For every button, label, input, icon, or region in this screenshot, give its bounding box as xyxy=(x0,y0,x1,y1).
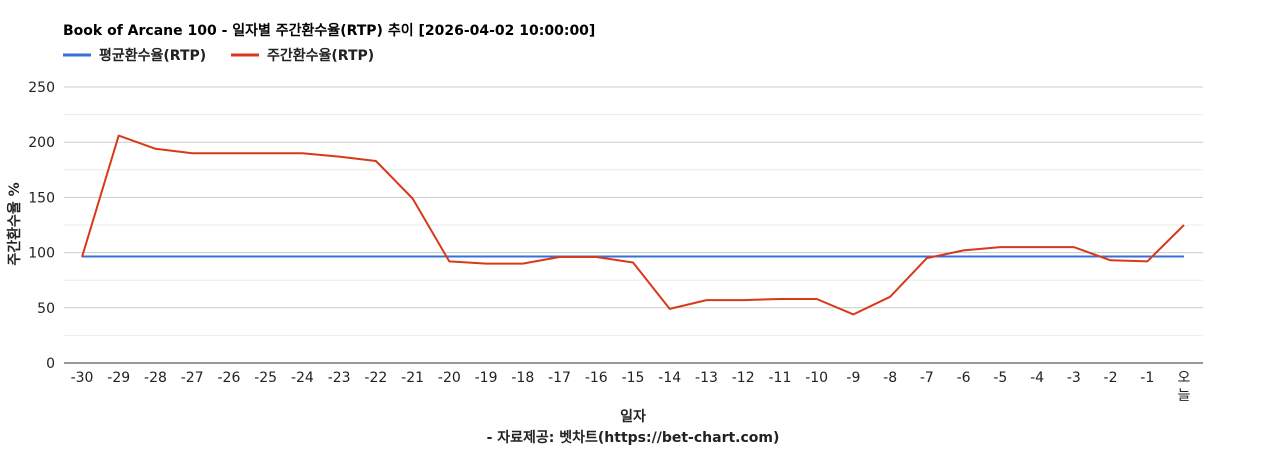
x-tick-label: -5 xyxy=(993,370,1007,386)
x-tick-label: -30 xyxy=(71,370,94,386)
x-tick-label: -23 xyxy=(328,370,351,386)
x-tick-label: -9 xyxy=(846,370,860,386)
x-tick-label: -8 xyxy=(883,370,897,386)
x-tick-label: -7 xyxy=(920,370,934,386)
series-lines xyxy=(81,134,1185,316)
x-tick-label: -15 xyxy=(622,370,645,386)
x-tick-label: -2 xyxy=(1104,370,1118,386)
x-tick-label: -6 xyxy=(957,370,971,386)
x-tick-label: -27 xyxy=(181,370,204,386)
x-tick-label: -19 xyxy=(475,370,498,386)
legend: 평균환수율(RTP) 주간환수율(RTP) xyxy=(63,47,374,64)
gridlines xyxy=(64,86,1203,364)
y-axis-label: 주간환수율 % xyxy=(6,182,23,265)
source-note: - 자료제공: 벳차트(https://bet-chart.com) xyxy=(487,429,780,446)
y-tick-label: 200 xyxy=(28,135,55,151)
x-tick-label: -16 xyxy=(585,370,608,386)
x-tick-label: -14 xyxy=(658,370,681,386)
x-tick-label: -18 xyxy=(511,370,534,386)
x-tick-label: -3 xyxy=(1067,370,1081,386)
x-tick-label: -24 xyxy=(291,370,314,386)
x-tick-label: -13 xyxy=(695,370,718,386)
chart-title: Book of Arcane 100 - 일자별 주간환수율(RTP) 추이 [… xyxy=(63,22,595,39)
series-line xyxy=(81,134,1185,316)
x-tick-label: -12 xyxy=(732,370,755,386)
x-tick-label: -22 xyxy=(364,370,387,386)
x-tick-label: -17 xyxy=(548,370,571,386)
x-tick-label: -11 xyxy=(768,370,791,386)
y-tick-label: 150 xyxy=(28,190,55,206)
series-weekly-rtp xyxy=(81,134,1185,316)
x-tick-label: -26 xyxy=(217,370,240,386)
x-tick-label: -21 xyxy=(401,370,424,386)
x-tick-label: -4 xyxy=(1030,370,1044,386)
x-tick-label: -10 xyxy=(805,370,828,386)
legend-label: 평균환수율(RTP) xyxy=(99,47,206,64)
y-tick-label: 100 xyxy=(28,246,55,262)
legend-label: 주간환수율(RTP) xyxy=(267,47,374,64)
y-tick-label: 250 xyxy=(28,80,55,96)
x-tick-label: -25 xyxy=(254,370,277,386)
x-axis-ticks: -30 -29 -28 -27 -26 -25 -24 -23 -22 -21 -20 -19 -18-… xyxy=(71,370,1191,404)
y-axis-ticks: 0 50 100 150 200 250 xyxy=(28,80,55,372)
x-tick-label: -1 xyxy=(1140,370,1154,386)
y-tick-label: 50 xyxy=(37,301,55,317)
x-tick-label: -20 xyxy=(438,370,461,386)
y-tick-label: 0 xyxy=(46,356,55,372)
x-axis-label: 일자 xyxy=(620,409,646,425)
x-tick-label: -29 xyxy=(107,370,130,386)
x-tick-label: -28 xyxy=(144,370,167,386)
